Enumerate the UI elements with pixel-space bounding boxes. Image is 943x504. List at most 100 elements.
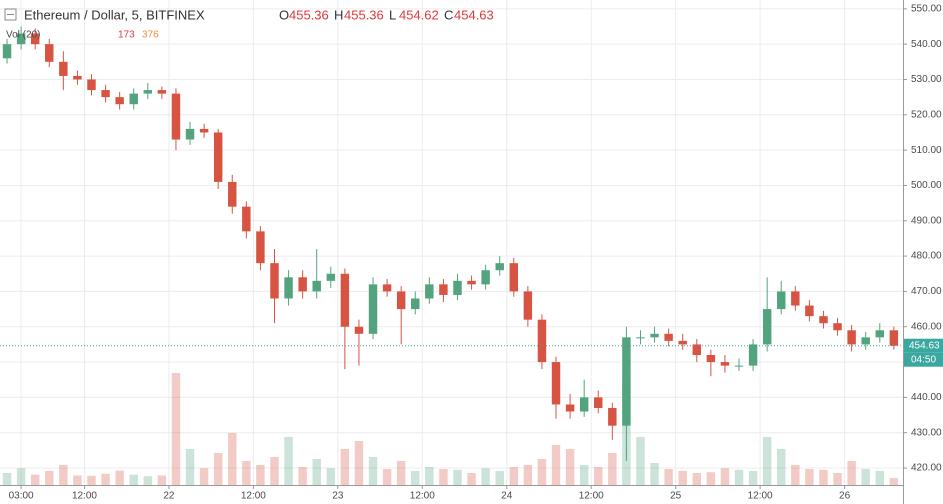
volume-bar [354, 441, 364, 485]
volume-bar [30, 474, 40, 485]
candle-body [439, 284, 448, 295]
candle-body [73, 75, 82, 80]
volume-bar [129, 474, 138, 485]
volume-bar [101, 473, 110, 485]
volume-bar [213, 453, 223, 485]
volume-bar [819, 469, 828, 485]
candle-body [185, 128, 195, 140]
candle-body [467, 280, 476, 285]
y-tick-label: 440.00 [911, 392, 942, 403]
volume-bar [59, 465, 68, 485]
volume-bar [608, 453, 617, 485]
candle-body [2, 44, 12, 59]
y-tick-label: 490.00 [911, 215, 942, 226]
candle-body [495, 263, 504, 271]
x-tick-label: 22 [163, 491, 175, 502]
candle-body [819, 316, 828, 324]
volume-bar [537, 459, 547, 485]
ohlc-value: 454.63 [454, 7, 494, 22]
candle-body [298, 277, 307, 292]
candle-body [608, 407, 617, 426]
collapse-button[interactable] [4, 8, 17, 21]
volume-bar [298, 467, 307, 485]
y-tick-label: 470.00 [911, 286, 942, 297]
volume-bar [439, 469, 448, 485]
y-tick-label: 430.00 [911, 427, 942, 438]
candle-body [16, 33, 26, 45]
candle-body [748, 344, 758, 366]
volume-bar [284, 437, 293, 485]
candle-body [30, 33, 40, 45]
volume-bar [185, 449, 195, 485]
candle-body [579, 397, 589, 412]
volume-bar [199, 468, 209, 485]
volume-bar [2, 473, 12, 485]
candle-body [242, 206, 251, 232]
candle-body [368, 284, 378, 334]
candle-body [777, 291, 786, 310]
candle-body [453, 280, 462, 295]
volume-bar [875, 471, 884, 485]
candle-body [228, 181, 237, 207]
y-tick-label: 540.00 [911, 39, 942, 50]
candle-body [481, 270, 490, 285]
last-price-label: 454.63 [909, 340, 940, 351]
x-tick-label: 12:00 [72, 491, 97, 502]
volume-bar [73, 475, 82, 485]
volume-bar [692, 473, 702, 485]
volume-bar [495, 471, 504, 485]
symbol-title: Ethereum / Dollar, 5, BITFINEX [24, 7, 205, 22]
candle-body [326, 273, 336, 281]
volume-bar [551, 445, 561, 485]
volume-bar [467, 473, 476, 485]
volume-bar [171, 373, 181, 485]
ohlc-key: C [444, 7, 453, 22]
candle-body [565, 404, 575, 412]
volume-bar [650, 463, 659, 485]
x-tick-label: 12:00 [410, 491, 435, 502]
candle-body [594, 397, 603, 408]
volume-bar [762, 437, 772, 485]
candle-body [734, 365, 744, 367]
volume-bar [889, 478, 899, 485]
volume-bar [777, 449, 786, 485]
x-tick-label: 12:00 [241, 491, 266, 502]
candle-body [805, 305, 814, 317]
y-tick-label: 530.00 [911, 74, 942, 85]
volume-bar [242, 461, 251, 485]
volume-bar [678, 471, 687, 485]
volume-bar [861, 469, 870, 485]
y-tick-label: 460.00 [911, 321, 942, 332]
volume-bar [720, 468, 730, 485]
x-tick-label: 24 [501, 491, 513, 502]
candle-body [720, 362, 730, 366]
volume-bar [847, 461, 856, 485]
volume-bar [425, 467, 434, 485]
candle-body [270, 263, 279, 299]
plot-area [0, 0, 903, 485]
volume-bar [157, 475, 167, 485]
countdown-tag [904, 352, 943, 367]
candle-body [143, 90, 153, 94]
candle-body [411, 298, 420, 310]
ohlc-value: 455.36 [289, 7, 329, 22]
candle-body [354, 326, 364, 334]
volume-ma-value: 376 [142, 30, 159, 41]
candle-body [129, 93, 138, 105]
volume-bar [748, 471, 758, 485]
ohlc-key: O [279, 7, 289, 22]
candle-body [791, 291, 800, 306]
y-tick-label: 500.00 [911, 180, 942, 191]
volume-bar [16, 468, 26, 485]
candle-body [875, 330, 884, 338]
candle-body [762, 309, 772, 345]
volume-bar [706, 472, 716, 485]
candle-body [833, 323, 842, 331]
volume-bar [228, 433, 237, 485]
candle-body [256, 231, 265, 264]
candle-body [101, 90, 110, 98]
candle-body [59, 61, 68, 76]
volume-bar [312, 459, 321, 485]
volume-bar [636, 437, 645, 485]
candle-body [537, 319, 547, 363]
